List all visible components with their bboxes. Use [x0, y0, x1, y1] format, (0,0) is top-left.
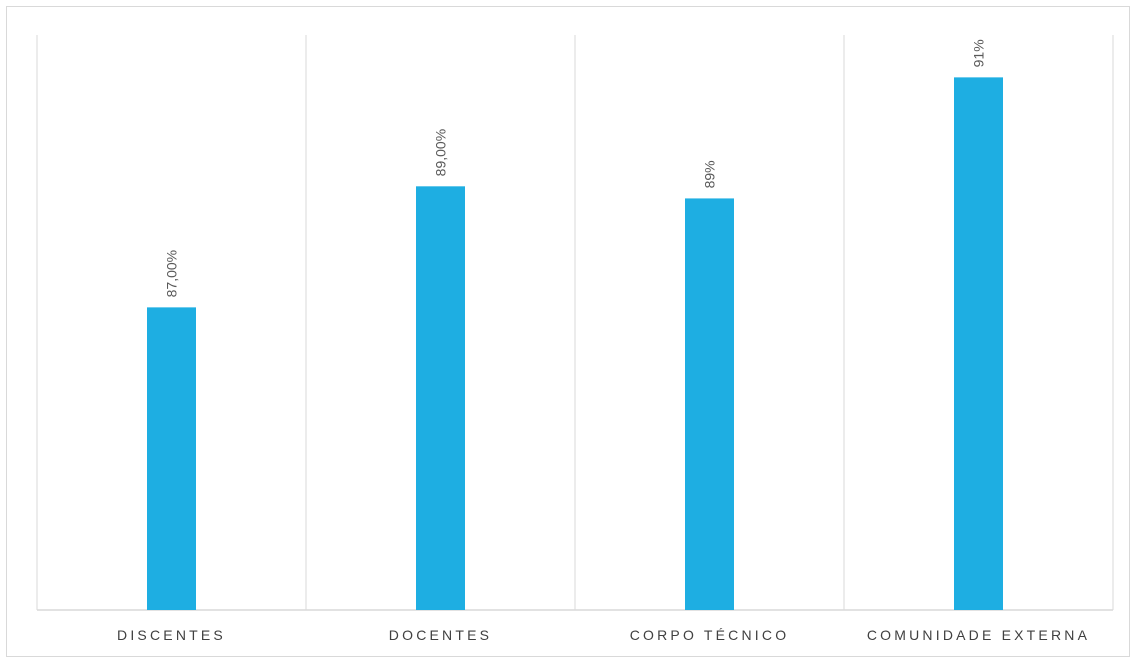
data-label: 89% [702, 160, 718, 188]
category-label: DISCENTES [117, 627, 226, 643]
category-label: CORPO TÉCNICO [630, 627, 790, 643]
bar-corpo-t-cnico [685, 198, 734, 610]
data-label: 89,00% [433, 129, 449, 176]
category-label: DOCENTES [389, 627, 492, 643]
category-gridlines [36, 35, 1114, 610]
bars-group [147, 77, 1003, 611]
category-labels-group: DISCENTES DOCENTES CORPO TÉCNICO COMUNIDADE… [117, 627, 1090, 643]
bar-comunidade-externa [954, 77, 1003, 611]
category-label: COMUNIDADE EXTERNA [867, 627, 1090, 643]
bar-docentes [416, 186, 465, 610]
data-labels-group: 87,00% 89,00% 89% 91% [164, 39, 987, 297]
bar-discentes [147, 307, 196, 610]
data-label: 91% [971, 39, 987, 67]
data-label: 87,00% [164, 250, 180, 297]
